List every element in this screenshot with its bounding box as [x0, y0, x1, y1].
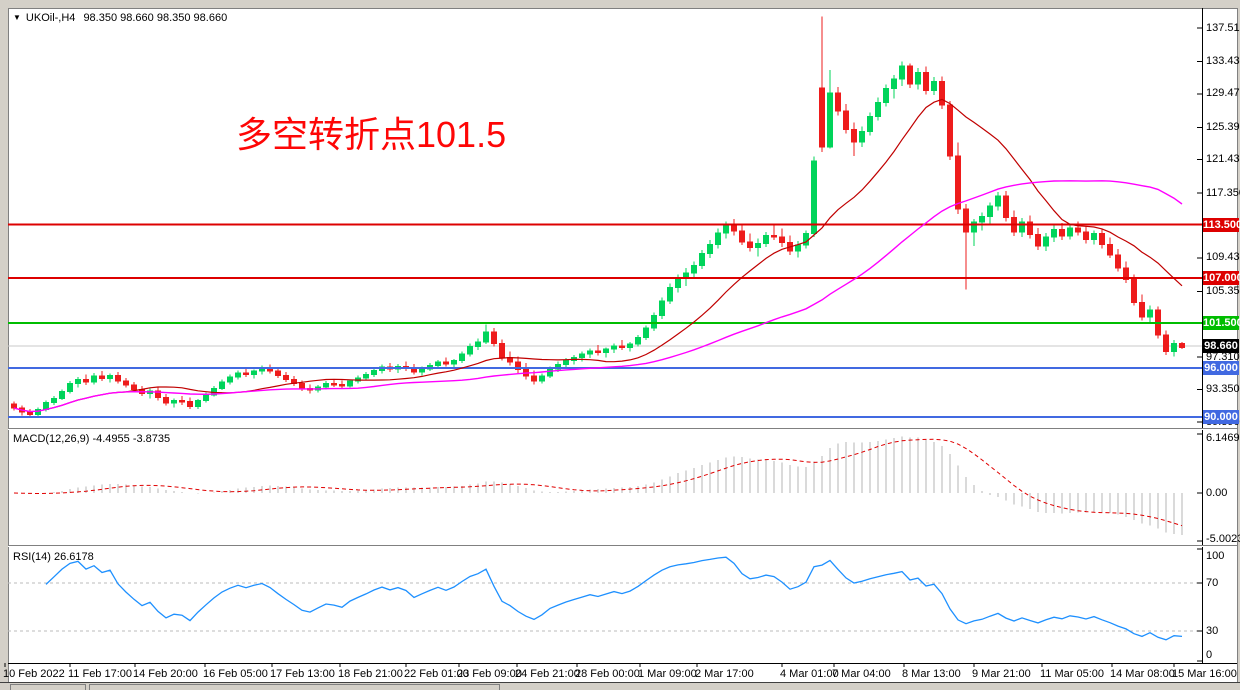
level-box-96.000[interactable]: 96.000	[1203, 360, 1239, 375]
macd-axis-label: -5.0023	[1206, 533, 1240, 545]
bid-price-box: 98.660	[1203, 339, 1239, 354]
price-tick-label: 117.350	[1206, 186, 1240, 199]
time-axis-label: 16 Feb 05:00	[203, 668, 268, 680]
time-axis-label: 14 Feb 20:00	[133, 668, 198, 680]
time-axis-label: 1 Mar 09:00	[638, 668, 697, 680]
symbol-label: UKOil-,H4	[25, 12, 76, 24]
time-axis-label: 4 Mar 01:00	[780, 668, 839, 680]
symbol-dropdown-icon[interactable]: ▼	[13, 13, 21, 22]
level-box-113.500[interactable]: 113.500	[1203, 217, 1240, 232]
time-axis-label: 8 Mar 13:00	[902, 668, 961, 680]
ohlc-values: 98.350 98.660 98.350 98.660	[83, 12, 228, 24]
time-axis-label: 2 Mar 17:00	[695, 668, 754, 680]
level-box-101.500[interactable]: 101.500	[1203, 315, 1240, 330]
time-axis-label: 10 Feb 2022	[3, 668, 65, 680]
rsi-axis-label: 30	[1206, 625, 1219, 637]
rsi-axis-label: 70	[1206, 577, 1219, 589]
symbol-bar: ▼ UKOil-,H4 98.350 98.660 98.350 98.660	[13, 12, 227, 24]
macd-axis-label: 6.1469	[1206, 432, 1240, 444]
time-axis-label: 11 Mar 05:00	[1040, 668, 1105, 680]
price-tick-label: 125.390	[1206, 120, 1240, 133]
time-axis-label: 22 Feb 01:00	[404, 668, 469, 680]
price-tick-label: 133.430	[1206, 54, 1240, 67]
price-tick-label: 109.430	[1206, 251, 1240, 264]
time-axis-label: 15 Mar 16:00	[1172, 668, 1237, 680]
time-axis-label: 23 Feb 09:00	[457, 668, 522, 680]
time-axis-label: 14 Mar 08:00	[1110, 668, 1175, 680]
price-tick-label: 121.430	[1206, 153, 1240, 166]
annotation-text: 多空转折点101.5	[236, 114, 507, 155]
price-tick-label: 105.350	[1206, 284, 1240, 297]
price-tick-label: 93.350	[1206, 383, 1240, 396]
price-tick-label: 137.510	[1206, 21, 1240, 34]
time-axis-label: 24 Feb 21:00	[515, 668, 580, 680]
time-axis-label: 17 Feb 13:00	[270, 668, 335, 680]
level-box-107.000[interactable]: 107.000	[1203, 270, 1240, 285]
time-axis-label: 28 Feb 00:00	[575, 668, 640, 680]
time-axis-label: 9 Mar 21:00	[972, 668, 1031, 680]
time-axis-label: 11 Feb 17:00	[68, 668, 133, 680]
window-bottom-chrome	[0, 682, 1240, 690]
macd-indicator-label: MACD(12,26,9) -4.4955 -3.8735	[13, 433, 171, 445]
bottom-tab-2[interactable]	[89, 684, 500, 690]
rsi-indicator-label: RSI(14) 26.6178	[13, 551, 94, 563]
bottom-tab-1[interactable]	[10, 684, 86, 690]
price-tick-label: 129.470	[1206, 87, 1240, 100]
macd-axis-label: 0.00	[1206, 486, 1228, 499]
price-tick-label: 97.310	[1206, 350, 1240, 363]
level-box-90.000[interactable]: 90.000	[1203, 410, 1239, 425]
time-axis-label: 18 Feb 21:00	[338, 668, 403, 680]
time-axis-label: 7 Mar 04:00	[832, 668, 891, 680]
rsi-axis-label: 100	[1206, 550, 1225, 562]
rsi-axis-label: 0	[1206, 649, 1213, 661]
